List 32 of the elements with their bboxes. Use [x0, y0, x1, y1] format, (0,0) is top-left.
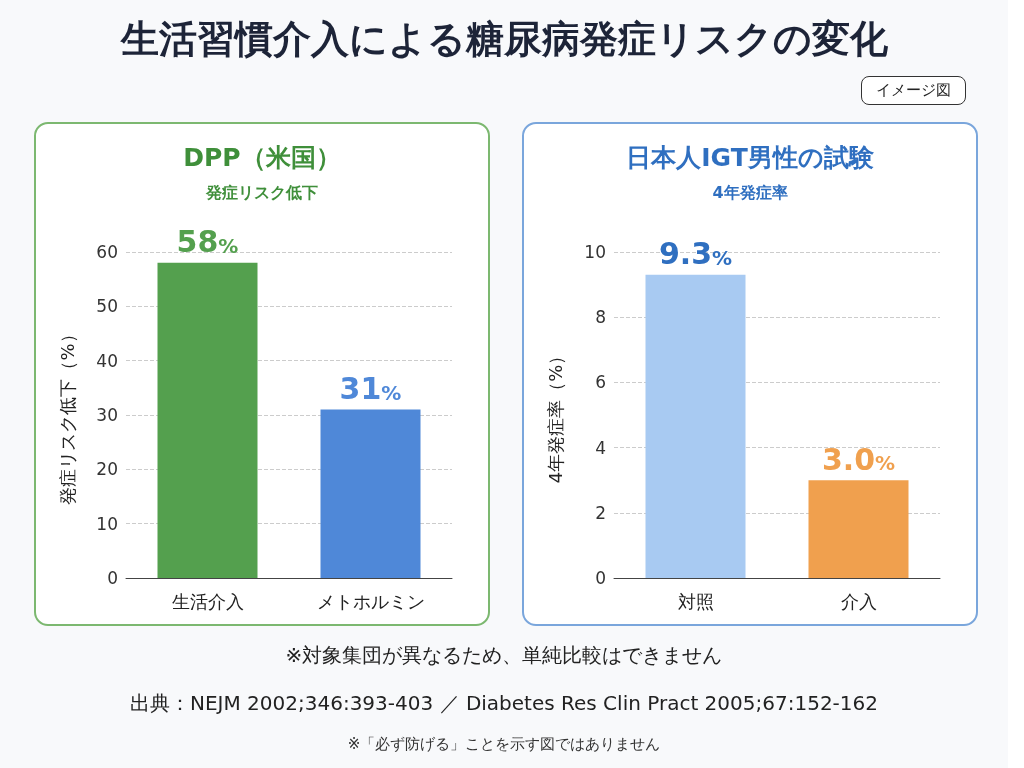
y-tick-label: 10	[584, 242, 606, 262]
chart-title: DPP（米国）	[183, 143, 341, 172]
chart-subtitle: 4年発症率	[712, 182, 788, 202]
y-tick-label: 4	[595, 437, 606, 458]
y-axis-title: 発症リスク低下（%）	[56, 325, 78, 505]
source-note: 出典：NEJM 2002;346:393-403 ／ Diabetes Res Clin Pract 2005;67:152-162	[128, 690, 879, 717]
text: ※対象集団が異なるため、単純比較はできません	[284, 642, 724, 669]
y-tick-label: 2	[595, 502, 606, 523]
y-axis-title: 4年発症率（%）	[544, 346, 566, 484]
y-tick-label: 60	[96, 242, 118, 262]
chart-title: 日本人IGT男性の試験	[626, 143, 874, 172]
y-tick-label: 20	[96, 459, 118, 480]
text: ※「必ず防げる」ことを示す図ではありません	[346, 735, 662, 754]
y-tick-label: 40	[96, 350, 118, 371]
data-label: 58%	[176, 224, 239, 260]
y-tick-label: 10	[96, 513, 118, 534]
y-tick-label: 0	[107, 568, 118, 588]
y-tick-label: 30	[96, 405, 118, 425]
x-tick-label: 生活介入	[171, 590, 244, 612]
text: 生活習慣介入による糖尿病発症リスクの変化	[119, 16, 889, 63]
data-label: 3.0%	[821, 441, 896, 477]
x-tick-label: 対照	[677, 590, 714, 612]
y-tick-label: 0	[595, 568, 606, 588]
x-tick-label: メトホルミン	[316, 590, 425, 612]
text: イメージ図	[861, 76, 966, 105]
y-tick-label: 6	[595, 372, 606, 393]
data-label: 31%	[339, 371, 402, 407]
y-tick-label: 50	[96, 296, 118, 317]
x-tick-label: 介入	[840, 590, 877, 612]
data-label: 9.3%	[658, 236, 733, 272]
chart-subtitle: 発症リスク低下	[205, 182, 318, 202]
y-tick-label: 8	[595, 307, 606, 328]
